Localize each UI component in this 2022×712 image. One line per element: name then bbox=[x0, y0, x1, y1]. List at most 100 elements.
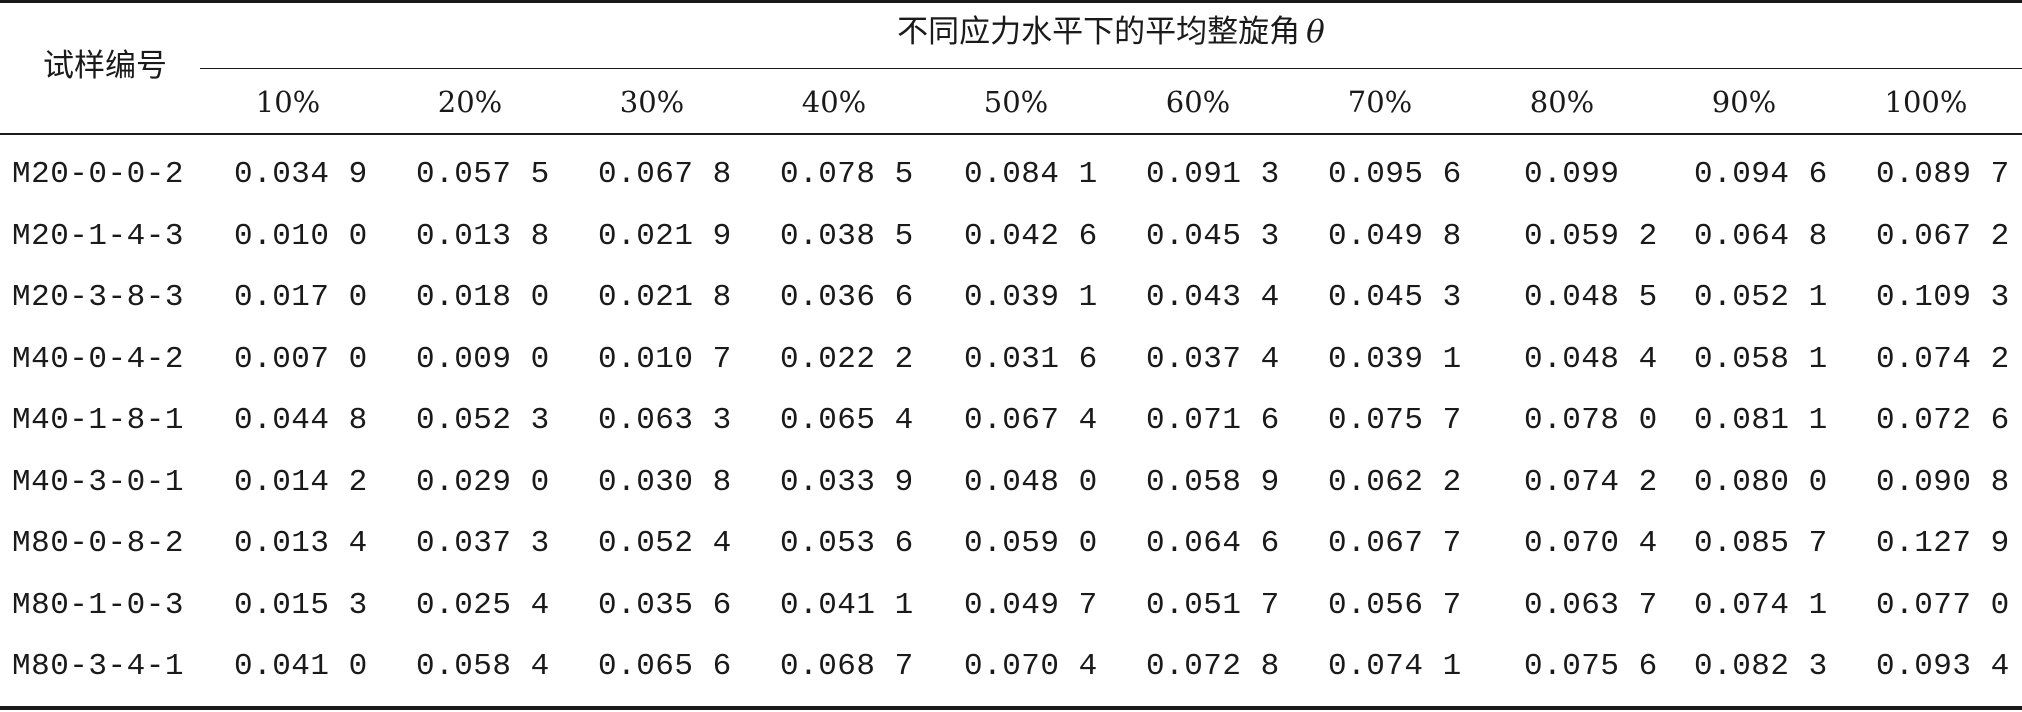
rotation-angle-cell: 0.067 2 bbox=[1876, 219, 2010, 254]
rotation-angle-cell: 0.075 6 bbox=[1524, 649, 1658, 684]
rotation-angle-cell: 0.067 7 bbox=[1328, 526, 1462, 561]
rotation-angle-cell: 0.037 4 bbox=[1146, 342, 1280, 377]
stress-level-group-header: 不同应力水平下的平均整旋角 θ bbox=[200, 14, 2022, 50]
rotation-angle-cell: 0.036 6 bbox=[780, 280, 914, 315]
rotation-angle-cell: 0.074 1 bbox=[1694, 588, 1828, 623]
rotation-angle-cell: 0.035 6 bbox=[598, 588, 732, 623]
rotation-angle-cell: 0.081 1 bbox=[1694, 403, 1828, 438]
rotation-angle-cell: 0.015 3 bbox=[234, 588, 368, 623]
sample-id-cell: M20-0-0-2 bbox=[12, 157, 184, 192]
theta-symbol: θ bbox=[1306, 14, 1325, 50]
rotation-angle-cell: 0.065 4 bbox=[780, 403, 914, 438]
rotation-angle-cell: 0.039 1 bbox=[964, 280, 1098, 315]
rotation-angle-cell: 0.057 5 bbox=[416, 157, 550, 192]
group-header-rule bbox=[200, 68, 2022, 69]
rotation-angle-cell: 0.038 5 bbox=[780, 219, 914, 254]
rotation-angle-cell: 0.091 3 bbox=[1146, 157, 1280, 192]
rotation-angle-cell: 0.095 6 bbox=[1328, 157, 1462, 192]
stress-level-header: 20% bbox=[437, 85, 503, 119]
rotation-angle-cell: 0.018 0 bbox=[416, 280, 550, 315]
stress-level-header: 30% bbox=[619, 85, 685, 119]
rotation-angle-cell: 0.064 6 bbox=[1146, 526, 1280, 561]
rotation-angle-cell: 0.048 0 bbox=[964, 465, 1098, 500]
rotation-angle-cell: 0.059 2 bbox=[1524, 219, 1658, 254]
rotation-angle-cell: 0.045 3 bbox=[1146, 219, 1280, 254]
sample-id-cell: M80-0-8-2 bbox=[12, 526, 184, 561]
rotation-angle-cell: 0.068 7 bbox=[780, 649, 914, 684]
rotation-angle-cell: 0.075 7 bbox=[1328, 403, 1462, 438]
rotation-angle-cell: 0.029 0 bbox=[416, 465, 550, 500]
stress-level-header: 40% bbox=[801, 85, 867, 119]
sample-id-header: 试样编号 bbox=[43, 48, 167, 84]
header-bottom-rule bbox=[0, 133, 2022, 135]
rotation-angle-cell: 0.074 2 bbox=[1876, 342, 2010, 377]
rotation-angle-cell: 0.025 4 bbox=[416, 588, 550, 623]
rotation-angle-cell: 0.048 4 bbox=[1524, 342, 1658, 377]
sample-id-cell: M20-1-4-3 bbox=[12, 219, 184, 254]
rotation-angle-cell: 0.064 8 bbox=[1694, 219, 1828, 254]
rotation-angle-cell: 0.065 6 bbox=[598, 649, 732, 684]
rotation-angle-cell: 0.010 0 bbox=[234, 219, 368, 254]
rotation-angle-cell: 0.010 7 bbox=[598, 342, 732, 377]
rotation-angle-cell: 0.062 2 bbox=[1328, 465, 1462, 500]
rotation-angle-cell: 0.089 7 bbox=[1876, 157, 2010, 192]
rotation-angle-cell: 0.043 4 bbox=[1146, 280, 1280, 315]
table-top-rule bbox=[0, 0, 2022, 3]
stress-level-header: 100% bbox=[1884, 85, 1968, 119]
sample-id-cell: M80-3-4-1 bbox=[12, 649, 184, 684]
rotation-angle-cell: 0.084 1 bbox=[964, 157, 1098, 192]
rotation-angle-cell: 0.041 0 bbox=[234, 649, 368, 684]
rotation-angle-cell: 0.021 8 bbox=[598, 280, 732, 315]
rotation-angle-cell: 0.070 4 bbox=[964, 649, 1098, 684]
rotation-angle-cell: 0.063 7 bbox=[1524, 588, 1658, 623]
rotation-angle-cell: 0.013 4 bbox=[234, 526, 368, 561]
rotation-angle-cell: 0.063 3 bbox=[598, 403, 732, 438]
rotation-angle-cell: 0.017 0 bbox=[234, 280, 368, 315]
rotation-angle-cell: 0.049 8 bbox=[1328, 219, 1462, 254]
sample-id-cell: M40-1-8-1 bbox=[12, 403, 184, 438]
rotation-angle-cell: 0.049 7 bbox=[964, 588, 1098, 623]
rotation-angle-cell: 0.059 0 bbox=[964, 526, 1098, 561]
rotation-angle-cell: 0.037 3 bbox=[416, 526, 550, 561]
stress-level-header: 10% bbox=[255, 85, 321, 119]
rotation-angle-cell: 0.080 0 bbox=[1694, 465, 1828, 500]
rotation-angle-cell: 0.109 3 bbox=[1876, 280, 2010, 315]
rotation-angle-cell: 0.033 9 bbox=[780, 465, 914, 500]
table-bottom-rule bbox=[0, 706, 2022, 710]
rotation-angle-cell: 0.052 3 bbox=[416, 403, 550, 438]
rotation-angle-cell: 0.074 1 bbox=[1328, 649, 1462, 684]
stress-level-header: 60% bbox=[1165, 85, 1231, 119]
rotation-angle-cell: 0.058 1 bbox=[1694, 342, 1828, 377]
rotation-angle-cell: 0.085 7 bbox=[1694, 526, 1828, 561]
rotation-angle-cell: 0.039 1 bbox=[1328, 342, 1462, 377]
rotation-angle-cell: 0.021 9 bbox=[598, 219, 732, 254]
rotation-angle-cell: 0.127 9 bbox=[1876, 526, 2010, 561]
stress-level-header: 80% bbox=[1529, 85, 1595, 119]
sample-id-cell: M40-3-0-1 bbox=[12, 465, 184, 500]
rotation-angle-cell: 0.007 0 bbox=[234, 342, 368, 377]
rotation-angle-cell: 0.078 5 bbox=[780, 157, 914, 192]
rotation-angle-cell: 0.053 6 bbox=[780, 526, 914, 561]
rotation-angle-cell: 0.031 6 bbox=[964, 342, 1098, 377]
rotation-angle-cell: 0.056 7 bbox=[1328, 588, 1462, 623]
rotation-angle-cell: 0.022 2 bbox=[780, 342, 914, 377]
rotation-angle-cell: 0.014 2 bbox=[234, 465, 368, 500]
rotation-angle-cell: 0.074 2 bbox=[1524, 465, 1658, 500]
rotation-angle-cell: 0.041 1 bbox=[780, 588, 914, 623]
rotation-angle-cell: 0.052 1 bbox=[1694, 280, 1828, 315]
rotation-angle-cell: 0.030 8 bbox=[598, 465, 732, 500]
rotation-angle-cell: 0.077 0 bbox=[1876, 588, 2010, 623]
rotation-angle-cell: 0.094 6 bbox=[1694, 157, 1828, 192]
rotation-angle-cell: 0.099 bbox=[1524, 157, 1620, 192]
stress-level-header: 90% bbox=[1711, 85, 1777, 119]
stress-level-header: 70% bbox=[1347, 85, 1413, 119]
rotation-angle-cell: 0.093 4 bbox=[1876, 649, 2010, 684]
rotation-angle-cell: 0.072 8 bbox=[1146, 649, 1280, 684]
rotation-angle-cell: 0.052 4 bbox=[598, 526, 732, 561]
rotation-angle-cell: 0.051 7 bbox=[1146, 588, 1280, 623]
rotation-angle-cell: 0.044 8 bbox=[234, 403, 368, 438]
rotation-angle-cell: 0.067 8 bbox=[598, 157, 732, 192]
sample-id-cell: M20-3-8-3 bbox=[12, 280, 184, 315]
rotation-angle-cell: 0.045 3 bbox=[1328, 280, 1462, 315]
